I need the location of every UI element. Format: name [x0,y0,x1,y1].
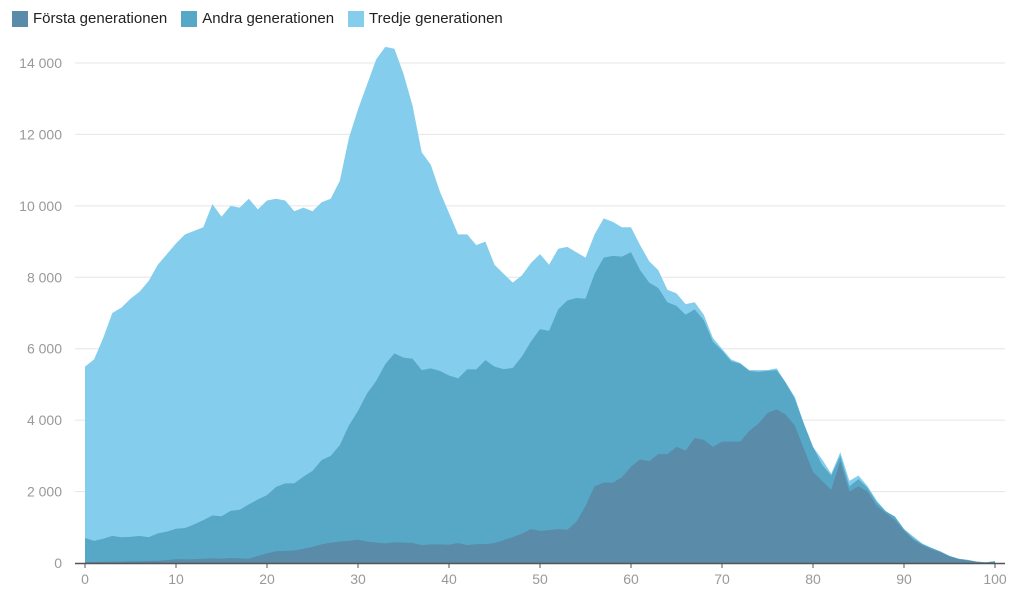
y-tick-label: 8 000 [27,269,62,285]
x-tick-label: 80 [805,571,821,587]
y-tick-label: 10 000 [19,198,62,214]
x-tick-label: 10 [168,571,184,587]
legend-item-forsta[interactable]: Första generationen [12,10,167,27]
y-tick-label: 0 [54,555,62,571]
x-tick-label: 50 [532,571,548,587]
legend-swatch [348,10,365,27]
legend-item-tredje[interactable]: Tredje generationen [348,10,503,27]
legend-swatch [181,10,198,27]
legend-label: Andra generationen [202,10,335,27]
legend-label: Tredje generationen [369,10,503,27]
y-tick-label: 6 000 [27,341,62,357]
x-tick-label: 90 [896,571,912,587]
y-tick-label: 12 000 [19,126,62,142]
x-tick-label: 70 [714,571,730,587]
y-tick-label: 4 000 [27,412,62,428]
x-tick-label: 20 [259,571,275,587]
area-series-2 [85,409,995,563]
legend-swatch [12,10,28,27]
y-tick-label: 2 000 [27,484,62,500]
y-tick-label: 14 000 [19,55,62,71]
x-tick-label: 60 [623,571,639,587]
chart-legend: Första generationen Andra generationen T… [12,10,503,27]
x-tick-label: 30 [350,571,366,587]
x-tick-label: 0 [81,571,89,587]
x-tick-label: 100 [983,571,1007,587]
legend-label: Första generationen [33,10,168,27]
legend-item-andra[interactable]: Andra generationen [181,10,334,27]
x-tick-label: 40 [441,571,457,587]
